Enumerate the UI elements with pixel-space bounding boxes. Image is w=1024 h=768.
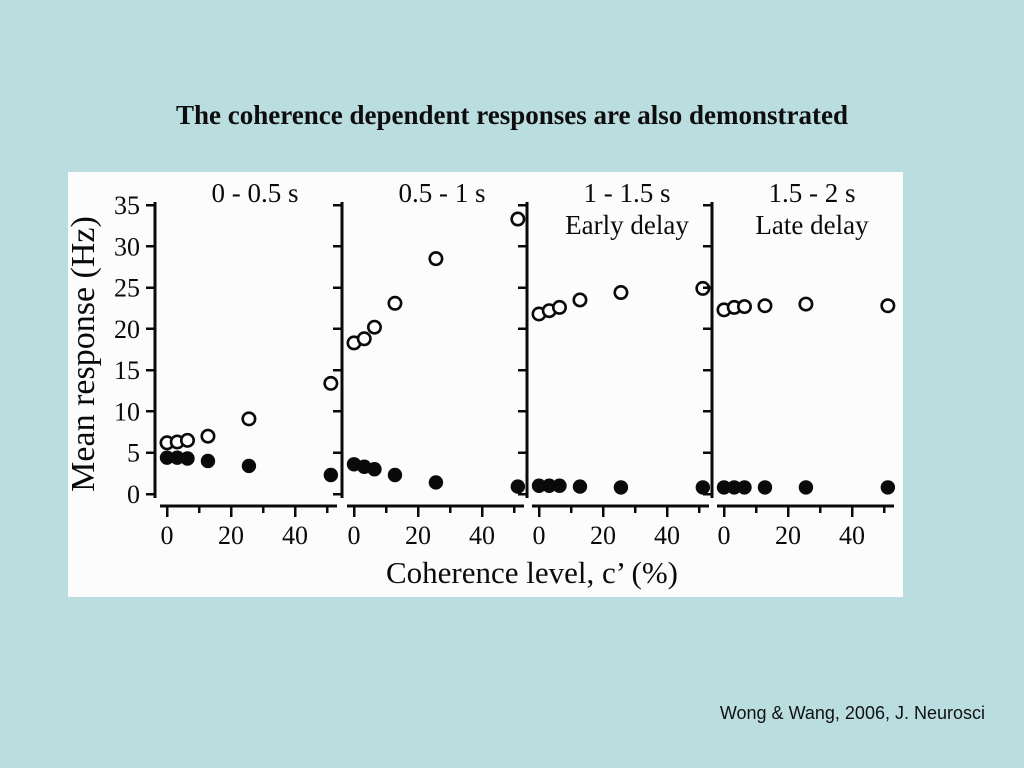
filled-circle-point — [695, 480, 711, 495]
x-tick-label: 0 — [161, 521, 174, 550]
y-tick-label: 35 — [114, 191, 140, 220]
x-axis-label: Coherence level, c’ (%) — [386, 555, 678, 590]
x-tick-label: 40 — [839, 521, 865, 550]
open-circle-point — [736, 299, 752, 315]
open-circle-point — [798, 296, 814, 312]
figure-panel: Mean response (Hz) Coherence level, c’ (%… — [68, 172, 903, 597]
filled-circle-point — [727, 480, 742, 495]
filled-circle-point — [200, 453, 216, 469]
panel-title: 0 - 0.5 s — [212, 178, 299, 208]
panel-subtitle: Early delay — [565, 210, 689, 240]
panel-title: 0.5 - 1 s — [399, 178, 486, 208]
coherence-response-chart: Mean response (Hz) Coherence level, c’ (%… — [68, 178, 896, 590]
y-tick-label: 25 — [114, 274, 140, 303]
filled-circle-point — [387, 467, 403, 483]
filled-circle-point — [428, 475, 444, 490]
open-circle-point — [510, 211, 526, 227]
x-tick-label: 20 — [405, 521, 431, 550]
filled-circle-point — [241, 458, 257, 474]
open-circle-point — [241, 411, 257, 427]
x-tick-label: 0 — [533, 521, 546, 550]
open-circle-point — [613, 285, 629, 301]
filled-circle-point — [542, 478, 557, 493]
x-tick-label: 0 — [348, 521, 361, 550]
filled-circle-point — [531, 478, 547, 493]
filled-circle-point — [510, 479, 526, 494]
open-circle-point — [880, 298, 896, 314]
citation: Wong & Wang, 2006, J. Neurosci — [719, 703, 985, 723]
open-circle-point — [551, 299, 567, 315]
open-circle-point — [179, 432, 195, 448]
open-circle-point — [757, 298, 773, 314]
filled-circle-point — [159, 450, 175, 465]
filled-circle-point — [716, 480, 732, 495]
open-circle-point — [572, 292, 588, 308]
x-tick-label: 40 — [469, 521, 495, 550]
filled-circle-point — [180, 451, 195, 466]
filled-circle-point — [323, 467, 339, 483]
x-tick-label: 0 — [718, 521, 731, 550]
x-tick-label: 40 — [654, 521, 680, 550]
y-tick-label: 20 — [114, 315, 140, 344]
panel-title: 1 - 1.5 s — [584, 178, 671, 208]
panel-1: 0.5 - 1 s 0 20 40 — [333, 178, 526, 550]
x-tick-label: 40 — [282, 521, 308, 550]
filled-circle-point — [757, 480, 773, 495]
x-tick-label: 20 — [775, 521, 801, 550]
open-circle-point — [356, 331, 372, 347]
panel-title: 1.5 - 2 s — [769, 178, 856, 208]
slide-title: The coherence dependent responses are al… — [176, 100, 848, 130]
x-tick-label: 20 — [218, 521, 244, 550]
filled-circle-point — [613, 480, 629, 495]
filled-circle-point — [572, 479, 588, 494]
open-circle-point — [366, 319, 382, 335]
panel-0: 0 - 0.5 s 0 5 10 15 20 25 30 35 0 20 40 — [114, 178, 339, 550]
y-tick-label: 10 — [114, 397, 140, 426]
open-circle-point — [200, 428, 216, 444]
y-tick-label: 30 — [114, 232, 140, 261]
filled-circle-point — [367, 462, 382, 477]
filled-circle-point — [880, 480, 896, 495]
y-tick-label: 5 — [127, 439, 140, 468]
y-tick-label: 15 — [114, 356, 140, 385]
y-tick-label: 0 — [127, 480, 140, 509]
open-circle-point — [323, 375, 339, 391]
filled-circle-point — [552, 478, 567, 493]
panel-subtitle: Late delay — [755, 210, 869, 240]
filled-circle-point — [737, 480, 752, 495]
open-circle-point — [387, 295, 403, 311]
open-circle-point — [428, 251, 444, 267]
y-axis-label: Mean response (Hz) — [68, 216, 102, 492]
x-tick-label: 20 — [590, 521, 616, 550]
filled-circle-point — [798, 480, 814, 495]
